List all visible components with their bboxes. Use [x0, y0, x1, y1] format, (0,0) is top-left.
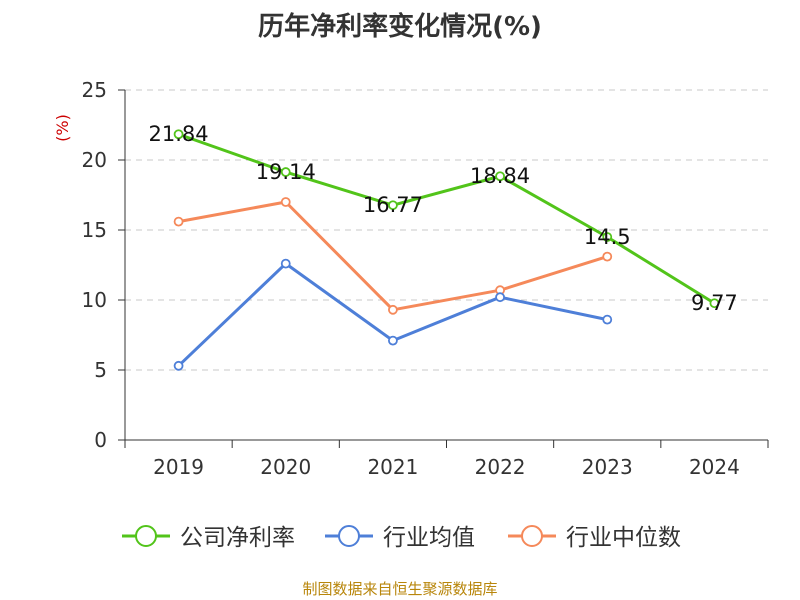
- legend-marker: [135, 525, 157, 547]
- x-tick-label: 2022: [475, 455, 526, 479]
- x-tick-label: 2024: [689, 455, 740, 479]
- y-tick-label: 20: [82, 148, 107, 172]
- x-tick-label: 2020: [260, 455, 311, 479]
- series-line-1: [177, 262, 608, 367]
- x-tick-label: 2021: [367, 455, 418, 479]
- series-line-2: [178, 200, 608, 312]
- legend-label: 行业均值: [383, 525, 475, 551]
- data-point: [173, 129, 184, 140]
- data-label: 16.77: [363, 193, 423, 217]
- series-line-0: [178, 132, 716, 305]
- data-label: 14.5: [584, 225, 631, 249]
- y-tick-label: 15: [82, 218, 107, 242]
- y-tick-label: 25: [82, 78, 107, 102]
- data-point: [388, 304, 398, 315]
- data-point: [709, 298, 720, 309]
- data-point: [280, 197, 291, 207]
- data-point: [602, 314, 613, 325]
- data-label: 21.84: [149, 122, 209, 146]
- data-label: 9.77: [691, 291, 738, 315]
- data-point: [495, 171, 505, 182]
- data-point: [388, 335, 398, 346]
- y-tick-label: 10: [82, 288, 107, 312]
- data-point: [602, 251, 613, 262]
- data-point: [280, 167, 291, 177]
- data-point: [388, 200, 398, 211]
- x-tick-label: 2019: [153, 455, 204, 479]
- data-point: [280, 258, 291, 269]
- data-point: [173, 360, 184, 371]
- y-tick-label: 0: [94, 428, 107, 452]
- data-point: [602, 232, 613, 242]
- data-label: 18.84: [470, 164, 530, 188]
- legend-label: 行业中位数: [566, 525, 681, 551]
- y-axis-label: (%): [53, 114, 72, 142]
- x-tick-label: 2023: [582, 455, 633, 479]
- chart-title: 历年净利率变化情况(%): [258, 12, 542, 42]
- legend-label: 公司净利率: [180, 525, 295, 551]
- data-point: [495, 292, 505, 303]
- data-source-note: 制图数据来自恒生聚源数据库: [302, 580, 498, 598]
- legend-marker: [338, 525, 360, 547]
- legend-marker: [521, 525, 543, 547]
- y-tick-label: 5: [94, 358, 107, 382]
- data-label: 19.14: [256, 160, 316, 184]
- data-point: [173, 216, 184, 227]
